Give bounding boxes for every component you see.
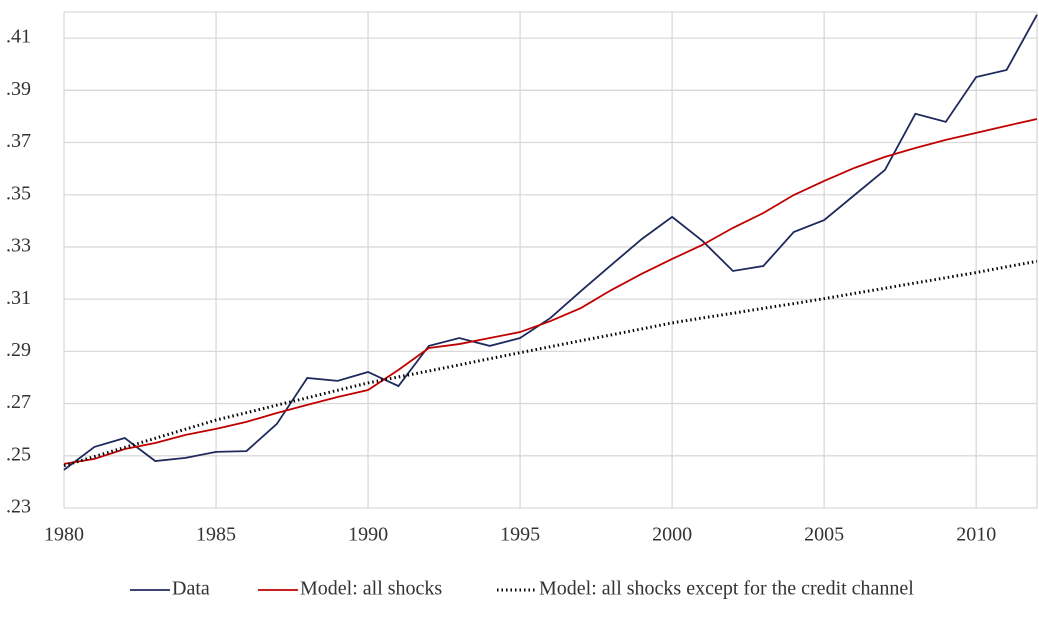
series-line bbox=[63, 259, 1038, 468]
y-tick-label: .27 bbox=[6, 391, 31, 413]
x-tick-label: 1985 bbox=[196, 524, 236, 546]
series-line bbox=[63, 14, 1038, 471]
x-tick-label: 1990 bbox=[348, 524, 388, 546]
y-tick-label: .31 bbox=[6, 287, 31, 309]
x-tick-label: 1980 bbox=[44, 524, 84, 546]
y-tick-label: .25 bbox=[6, 443, 31, 465]
x-tick-label: 2000 bbox=[652, 524, 692, 546]
y-tick-label: .35 bbox=[6, 182, 31, 204]
x-tick-label: 2010 bbox=[956, 524, 996, 546]
x-tick-label: 2005 bbox=[804, 524, 844, 546]
y-tick-label: .29 bbox=[6, 339, 31, 361]
legend-label: Model: all shocks bbox=[300, 578, 442, 600]
series-line bbox=[63, 118, 1038, 465]
y-tick-label: .33 bbox=[6, 235, 31, 257]
legend-label: Data bbox=[172, 578, 210, 600]
legend-label: Model: all shocks except for the credit … bbox=[539, 578, 914, 600]
y-tick-label: .41 bbox=[6, 26, 31, 48]
y-tick-label: .23 bbox=[6, 496, 31, 518]
x-tick-label: 1995 bbox=[500, 524, 540, 546]
y-tick-label: .39 bbox=[6, 78, 31, 100]
y-tick-label: .37 bbox=[6, 130, 31, 152]
